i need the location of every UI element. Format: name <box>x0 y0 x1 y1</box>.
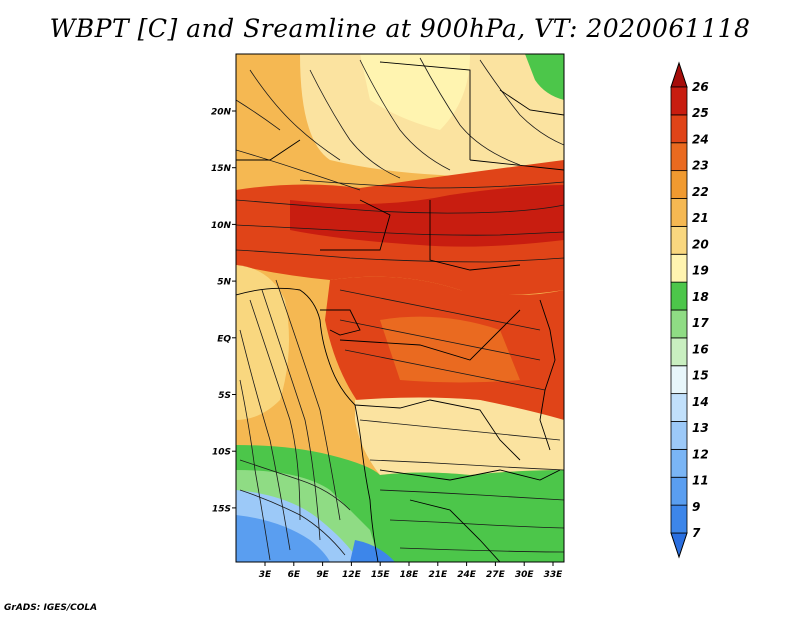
colorbar-segment <box>670 198 688 227</box>
colorbar-label: 11 <box>692 474 709 488</box>
colorbar-segment <box>670 448 688 478</box>
map-frame <box>235 53 565 563</box>
colorbar-label: 20 <box>692 237 709 251</box>
lat-tick-label: 5N <box>217 278 231 288</box>
lon-tick-label: 3E <box>259 570 272 580</box>
colorbar-segment <box>670 365 688 395</box>
lat-tick-label: 15S <box>212 504 231 514</box>
colorbar-label: 22 <box>692 185 709 199</box>
lat-tick-label: 5S <box>218 391 231 401</box>
lon-tick-label: 6E <box>288 570 301 580</box>
lon-tick-label: 9E <box>316 570 329 580</box>
colorbar-label: 13 <box>692 421 709 435</box>
lat-tick-label: 15N <box>211 164 232 174</box>
colorbar-label: 19 <box>692 264 709 278</box>
longitude-axis: 3E 6E 9E 12E 15E 18E 21E 24E 27E 30E 33E <box>259 562 563 580</box>
colorbar-segment <box>670 421 688 450</box>
country-borders <box>236 61 564 562</box>
page-title: WBPT [C] and Sreamline at 900hPa, VT: 20… <box>49 14 751 43</box>
colorbar-label: 14 <box>692 395 709 409</box>
colorbar-segment <box>670 337 688 367</box>
colorbar-segment <box>670 253 688 283</box>
colorbar-segment <box>670 504 688 534</box>
lon-tick-label: 24E <box>457 570 477 580</box>
colorbar-label: 18 <box>692 290 709 304</box>
colorbar-label: 26 <box>692 80 709 94</box>
colorbar-segment <box>670 393 688 422</box>
colorbar-label: 25 <box>692 106 709 120</box>
colorbar-label: 15 <box>692 369 709 383</box>
colorbar-segment <box>670 142 688 172</box>
lat-tick-label: EQ <box>217 334 231 344</box>
latitude-axis: 20N 15N 10N 5N EQ 5S 10S 15S <box>211 108 236 514</box>
colorbar-label: 23 <box>692 159 709 173</box>
colorbar-segment <box>670 476 688 506</box>
colorbar-label: 7 <box>692 526 701 540</box>
lon-tick-label: 21E <box>428 570 448 580</box>
colorbar-label: 16 <box>692 342 709 356</box>
lat-tick-label: 10N <box>211 221 232 231</box>
colorbar-top-arrow <box>670 61 688 88</box>
colorbar-label: 9 <box>692 500 700 514</box>
colorbar-label: 17 <box>692 316 709 330</box>
lon-tick-label: 12E <box>342 570 362 580</box>
lon-tick-label: 15E <box>371 570 391 580</box>
lon-tick-label: 27E <box>486 570 506 580</box>
lon-tick-label: 30E <box>515 570 535 580</box>
colorbar-label: 24 <box>692 132 709 146</box>
lat-tick-label: 10S <box>212 448 231 458</box>
streamlines <box>236 57 564 561</box>
lon-tick-label: 18E <box>400 570 420 580</box>
colorbar-segment <box>670 309 688 339</box>
colorbar-label: 21 <box>692 211 709 225</box>
colorbar-segment <box>670 225 688 255</box>
colorbar: 7 9 11 12 13 14 15 16 17 18 19 20 21 22 23 24 25 26 <box>670 61 709 559</box>
colorbar-segment <box>670 114 688 144</box>
wbpt-shading <box>236 54 564 562</box>
lon-tick-label: 33E <box>544 570 564 580</box>
lat-tick-label: 20N <box>211 108 232 118</box>
colorbar-segment <box>670 170 688 199</box>
colorbar-segment <box>670 281 688 311</box>
grads-credit: GrADS: IGES/COLA <box>4 603 98 613</box>
colorbar-label: 12 <box>692 447 709 461</box>
colorbar-bottom-arrow <box>670 532 688 559</box>
colorbar-segment <box>670 86 688 116</box>
